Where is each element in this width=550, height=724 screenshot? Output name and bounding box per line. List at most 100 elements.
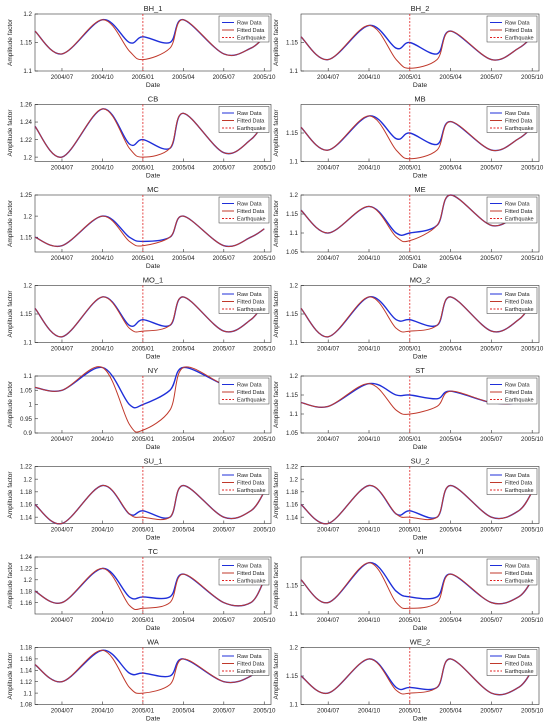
- y-tick-label: 1.2: [23, 283, 32, 290]
- x-tick-label: 2005/04: [439, 255, 462, 262]
- x-tick-label: 2005/10: [253, 346, 276, 353]
- fitted-data-line: [300, 115, 533, 160]
- x-tick-label: 2004/10: [91, 346, 114, 353]
- x-tick-label: 2005/01: [132, 617, 155, 624]
- x-tick-label: 2004/10: [358, 436, 381, 443]
- y-tick-label: 1.15: [286, 673, 299, 680]
- panel-title: WA: [147, 638, 159, 647]
- panel-title: WE_2: [410, 638, 430, 647]
- panel-title: MO_2: [410, 276, 430, 285]
- y-tick-label: 1.1: [289, 340, 298, 347]
- y-tick-label: 1.08: [20, 702, 33, 709]
- y-tick-label: 1.22: [20, 464, 33, 471]
- legend-label: Raw Data: [237, 473, 262, 479]
- x-tick-label: 2004/10: [91, 436, 114, 443]
- x-tick-label: 2004/10: [358, 708, 381, 715]
- x-axis-label: Date: [146, 354, 161, 361]
- x-axis-label: Date: [146, 263, 161, 270]
- x-tick-label: 2005/10: [253, 527, 276, 534]
- x-axis-label: Date: [146, 535, 161, 542]
- legend-label: Earthquake: [237, 307, 266, 313]
- x-tick-label: 2004/07: [317, 708, 340, 715]
- x-tick-label: 2005/10: [253, 165, 276, 172]
- y-axis-label: Amplitude factor: [273, 652, 280, 700]
- legend-label: Earthquake: [505, 669, 534, 675]
- y-tick-label: 1.15: [286, 583, 299, 590]
- x-tick-label: 2004/10: [91, 708, 114, 715]
- x-tick-label: 2005/10: [253, 708, 276, 715]
- legend-label: Earthquake: [505, 307, 534, 313]
- legend-label: Fitted Data: [237, 390, 265, 396]
- x-tick-label: 2005/07: [480, 346, 503, 353]
- legend-label: Fitted Data: [505, 662, 533, 668]
- x-tick-label: 2005/01: [399, 165, 422, 172]
- x-tick-label: 2005/07: [213, 165, 236, 172]
- y-tick-label: 1.2: [23, 476, 32, 483]
- x-axis-label: Date: [146, 82, 161, 89]
- legend-label: Earthquake: [505, 36, 534, 42]
- y-axis-label: Amplitude factor: [7, 18, 14, 66]
- legend-label: Raw Data: [237, 292, 262, 298]
- y-tick-label: 1.25: [20, 192, 33, 199]
- legend-label: Raw Data: [505, 111, 530, 117]
- x-tick-label: 2005/10: [253, 617, 276, 624]
- legend-label: Earthquake: [505, 579, 534, 585]
- x-tick-label: 2004/10: [91, 617, 114, 624]
- panel-title: VI: [416, 547, 423, 556]
- x-tick-label: 2005/07: [213, 346, 236, 353]
- y-tick-label: 1.2: [289, 476, 298, 483]
- y-tick-label: 1.2: [289, 192, 298, 199]
- y-tick-label: 1.18: [20, 645, 33, 652]
- x-tick-label: 2005/04: [439, 165, 462, 172]
- legend-label: Raw Data: [237, 202, 262, 208]
- fitted-data-line: [34, 484, 265, 525]
- x-tick-label: 2004/07: [51, 165, 74, 172]
- legend-label: Fitted Data: [505, 390, 533, 396]
- x-tick-label: 2005/10: [521, 165, 544, 172]
- y-axis-label: Amplitude factor: [273, 380, 280, 428]
- x-tick-label: 2004/07: [51, 527, 74, 534]
- x-axis-label: Date: [146, 716, 161, 723]
- x-axis-label: Date: [413, 444, 428, 451]
- legend-label: Raw Data: [237, 654, 262, 660]
- x-tick-label: 2004/10: [358, 74, 381, 81]
- x-axis-label: Date: [413, 716, 428, 723]
- x-tick-label: 2005/07: [213, 436, 236, 443]
- y-tick-label: 1.12: [20, 679, 33, 686]
- x-tick-label: 2005/10: [521, 74, 544, 81]
- legend-label: Earthquake: [505, 398, 534, 404]
- fitted-data-line: [34, 19, 265, 61]
- y-tick-label: 1.2: [289, 645, 298, 652]
- x-tick-label: 2005/10: [521, 255, 544, 262]
- x-tick-label: 2004/07: [51, 346, 74, 353]
- y-tick-label: 1.1: [23, 373, 32, 380]
- x-tick-label: 2004/07: [317, 346, 340, 353]
- x-axis-label: Date: [413, 263, 428, 270]
- y-axis-label: Amplitude factor: [7, 652, 14, 700]
- legend-label: Raw Data: [505, 654, 530, 660]
- x-tick-label: 2005/07: [480, 617, 503, 624]
- x-tick-label: 2005/01: [399, 436, 422, 443]
- legend-label: Fitted Data: [505, 28, 533, 34]
- x-axis-label: Date: [413, 535, 428, 542]
- x-tick-label: 2004/07: [317, 74, 340, 81]
- legend-label: Earthquake: [237, 36, 266, 42]
- x-tick-label: 2005/04: [172, 617, 195, 624]
- legend-label: Earthquake: [237, 579, 266, 585]
- legend-label: Fitted Data: [237, 662, 265, 668]
- fitted-data-line: [34, 296, 265, 338]
- x-tick-label: 2005/04: [439, 527, 462, 534]
- x-axis-label: Date: [146, 444, 161, 451]
- legend-label: Fitted Data: [505, 209, 533, 215]
- y-tick-label: 1.05: [286, 430, 299, 437]
- x-tick-label: 2005/07: [480, 708, 503, 715]
- x-tick-label: 2005/07: [480, 74, 503, 81]
- panel-title: SU_2: [411, 457, 430, 466]
- y-axis-label: Amplitude factor: [7, 471, 14, 519]
- x-tick-label: 2005/04: [439, 346, 462, 353]
- x-tick-label: 2005/01: [132, 436, 155, 443]
- panel-title: NY: [148, 366, 158, 375]
- x-tick-label: 2005/10: [521, 708, 544, 715]
- x-tick-label: 2005/04: [439, 436, 462, 443]
- y-tick-label: 1.1: [23, 340, 32, 347]
